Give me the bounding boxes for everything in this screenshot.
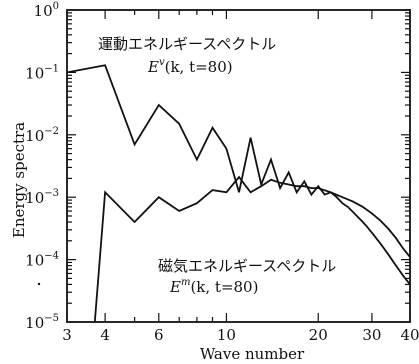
- magnetic-label-main: E: [169, 278, 181, 296]
- stray-dot-mark: [37, 282, 41, 286]
- x-tick-label: 20: [309, 326, 328, 344]
- magnetic-energy-spectrum-line: [93, 175, 410, 322]
- kinetic-label-main: E: [147, 58, 159, 76]
- kinetic-spectrum-annotation: 運動エネルギースペクトル: [98, 35, 276, 53]
- y-tick-label: 10−4: [25, 251, 59, 270]
- tick-labels-layer: 100 10−1 10−2 10−3 10−4 10−53 4 6 10 20 30 40: [25, 1, 419, 344]
- series-layer: [67, 64, 410, 322]
- x-tick-label: 40: [400, 326, 419, 344]
- x-axis-title: Wave number: [200, 345, 305, 363]
- magnetic-label-args: (k, t=80): [190, 278, 258, 296]
- magnetic-spectrum-annotation: 磁気エネルギースペクトル: [158, 257, 336, 275]
- y-axis-title: Energy spectra: [10, 122, 28, 238]
- y-tick-label: 10−5: [25, 313, 59, 332]
- x-tick-label: 3: [62, 326, 72, 344]
- y-tick-label: 100: [34, 1, 59, 20]
- x-tick-label: 10: [217, 326, 236, 344]
- kinetic-energy-spectrum-line: [67, 64, 410, 285]
- plot-frame: [66, 9, 411, 323]
- y-tick-label: 10−3: [25, 188, 59, 207]
- x-tick-label: 6: [154, 326, 164, 344]
- magnetic-spectrum-label: Em(k, t=80): [169, 277, 258, 296]
- x-tick-label: 30: [362, 326, 381, 344]
- magnetic-label-sup: m: [181, 277, 190, 288]
- kinetic-spectrum-label: Ev(k, t=80): [147, 57, 233, 76]
- y-tick-label: 10−2: [25, 126, 59, 145]
- y-tick-label: 10−1: [25, 63, 59, 82]
- kinetic-label-sup: v: [159, 57, 165, 68]
- kinetic-label-args: (k, t=80): [165, 58, 233, 76]
- x-tick-label: 4: [100, 326, 110, 344]
